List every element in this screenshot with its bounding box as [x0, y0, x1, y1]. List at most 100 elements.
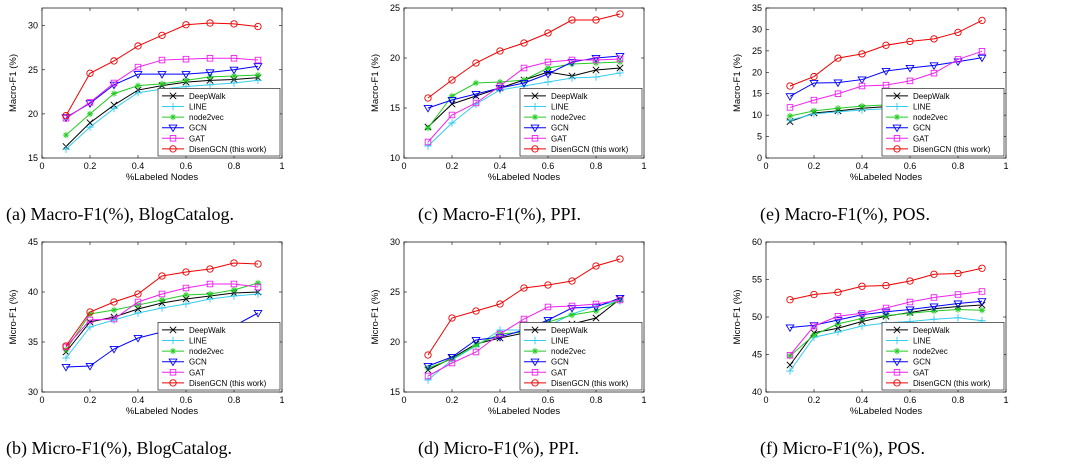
- x-tick-label: 0.6: [904, 161, 917, 171]
- x-tick-label: 0: [401, 161, 406, 171]
- data-point: [110, 306, 118, 314]
- data-point: [496, 47, 504, 55]
- legend-marker: [531, 135, 539, 142]
- data-point: [230, 55, 238, 62]
- data-point: [930, 294, 938, 301]
- x-axis-label: %Labeled Nodes: [488, 406, 561, 417]
- data-point: [786, 367, 794, 375]
- data-point: [448, 92, 456, 100]
- data-point: [472, 307, 480, 315]
- legend-label: node2vec: [913, 347, 948, 356]
- data-point: [109, 345, 119, 354]
- data-point: [110, 57, 118, 65]
- legend-marker: [893, 369, 901, 376]
- data-point: [253, 309, 263, 318]
- x-tick-label: 0.6: [542, 395, 555, 405]
- data-point: [786, 352, 794, 360]
- legend-label: GAT: [189, 368, 205, 377]
- data-point: [157, 71, 167, 79]
- legend-label: DisenGCN (this work): [551, 379, 629, 388]
- caption-e: (e) Macro-F1(%), POS.: [724, 204, 1086, 225]
- series-line: [65, 57, 259, 119]
- data-point: [62, 354, 70, 362]
- data-point: [786, 351, 794, 359]
- data-point: [110, 79, 118, 87]
- series-line: [789, 291, 983, 356]
- data-point: [520, 39, 528, 47]
- legend-label: LINE: [551, 103, 569, 112]
- data-point: [472, 79, 480, 87]
- chart-b: 0 0.2 0.4 0.6 0.8 1 30 35 40 45 %Labeled Nodes Micr…: [8, 237, 285, 417]
- caption-a-suffix: ), BlogCatalog.: [123, 204, 234, 224]
- x-tick-label: 1: [641, 161, 646, 171]
- data-point: [61, 363, 71, 372]
- caption-d-pct: %: [518, 438, 534, 458]
- y-tick-label: 45: [752, 350, 762, 360]
- data-point: [182, 291, 190, 299]
- data-point: [786, 112, 794, 120]
- legend-marker: [530, 124, 540, 133]
- data-point: [158, 56, 166, 64]
- x-tick-label: 0.4: [132, 395, 145, 405]
- data-point: [568, 74, 576, 82]
- y-tick-label: 15: [752, 89, 762, 99]
- series-3: [785, 298, 987, 333]
- data-point: [592, 314, 600, 322]
- legend-marker: [531, 347, 539, 355]
- data-point: [206, 55, 214, 62]
- data-point: [905, 306, 915, 315]
- data-point: [424, 372, 432, 380]
- data-point: [591, 54, 601, 63]
- legend-label: GCN: [913, 358, 931, 367]
- data-point: [254, 56, 262, 64]
- data-point: [592, 73, 600, 81]
- data-point: [158, 272, 166, 280]
- data-point: [930, 69, 938, 77]
- data-point: [158, 31, 166, 40]
- data-point: [206, 280, 214, 288]
- y-tick-label: 15: [28, 153, 38, 163]
- x-tick-label: 0.4: [856, 395, 869, 405]
- x-tick-label: 0.6: [180, 395, 193, 405]
- data-point: [882, 81, 890, 89]
- x-tick-label: 1: [641, 395, 646, 405]
- data-point: [85, 362, 95, 371]
- y-axis-label: Macro-F1 (%): [732, 54, 743, 112]
- x-tick-label: 0.2: [808, 161, 821, 171]
- series-3: [785, 54, 987, 101]
- data-point: [471, 90, 481, 99]
- data-point: [519, 79, 529, 88]
- data-point: [977, 54, 987, 63]
- x-tick-label: 1: [279, 395, 284, 405]
- data-point: [86, 99, 94, 106]
- panel-c: 0 0.2 0.4 0.6 0.8 1 10 15 20 25 %Labeled Nodes Macr…: [362, 0, 724, 234]
- data-point: [182, 284, 190, 292]
- data-point: [520, 315, 528, 323]
- data-point: [905, 64, 915, 73]
- x-tick-label: 0.6: [542, 161, 555, 171]
- data-point: [978, 264, 986, 272]
- chart-d: 0 0.2 0.4 0.6 0.8 1 15 20 25 30 %Labeled Nodes Micr…: [370, 237, 647, 417]
- legend-label: GCN: [189, 124, 207, 133]
- data-point: [158, 304, 166, 312]
- data-point: [833, 316, 843, 325]
- data-point: [133, 334, 143, 343]
- legend-label: node2vec: [913, 113, 948, 122]
- data-point: [254, 22, 262, 31]
- y-tick-label: 20: [390, 53, 400, 63]
- data-point: [906, 77, 914, 85]
- data-point: [929, 303, 939, 312]
- y-tick-label: 25: [28, 65, 38, 75]
- data-point: [786, 104, 794, 111]
- data-point: [134, 290, 142, 298]
- data-point: [906, 37, 914, 46]
- x-tick-label: 0.4: [494, 161, 507, 171]
- data-point: [62, 131, 70, 139]
- legend-marker: [892, 358, 902, 367]
- legend-marker: [531, 92, 539, 100]
- caption-b-prefix: (b) Micro-F1(: [6, 438, 107, 458]
- legend-marker: [531, 326, 539, 334]
- data-point: [882, 41, 890, 49]
